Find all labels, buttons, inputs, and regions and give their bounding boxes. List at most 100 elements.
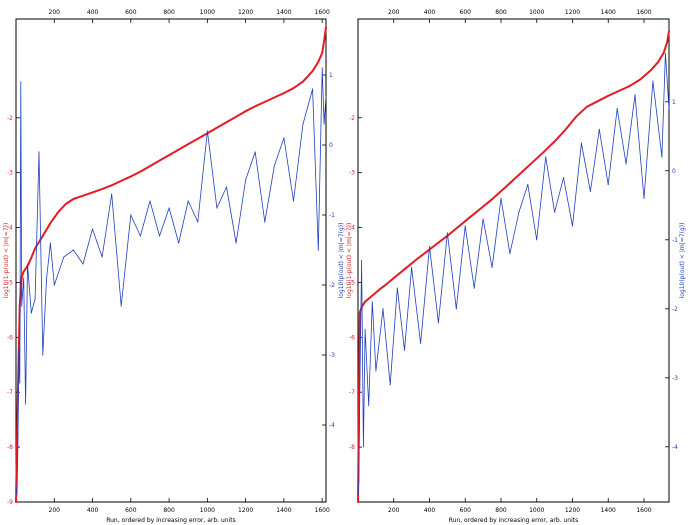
left-right-series-point <box>30 312 32 314</box>
left-right-series-point <box>321 67 323 69</box>
left-right-y-tick-label: 0 <box>329 142 333 149</box>
left-right-series-point <box>149 200 151 202</box>
left-right-series-point <box>292 200 295 202</box>
right-top-x-tick-label: 1200 <box>565 9 580 16</box>
left-left-y-tick-label: -5 <box>7 279 13 286</box>
right-bottom-x-tick-label: 400 <box>424 507 436 514</box>
right-left-series-point <box>468 217 470 219</box>
left-bottom-x-tick-label: 600 <box>125 507 137 514</box>
right-left-series-point <box>521 170 524 173</box>
left-right-series-point <box>15 487 17 489</box>
right-left-series-point <box>575 115 577 118</box>
left-right-series-point <box>302 123 304 125</box>
left-left-y-tick-label: -7 <box>7 389 13 396</box>
left-left-series-point <box>225 121 228 123</box>
right-right-series-point <box>652 80 654 82</box>
right-left-series-point <box>618 90 620 92</box>
left-right-series-point <box>178 242 180 244</box>
right-left-series-point <box>564 129 567 131</box>
right-left-y-tick-label: -2 <box>349 115 355 122</box>
left-left-series-point <box>244 110 247 112</box>
right-right-y-tick-label: -3 <box>672 375 678 382</box>
right-left-series-point <box>662 52 665 54</box>
left-left-y-tick-label: -9 <box>7 499 13 506</box>
right-left-series-point <box>511 180 513 183</box>
left-right-series-point <box>187 200 189 202</box>
right-right-series-line <box>357 53 670 496</box>
right-right-series-point <box>361 259 363 262</box>
right-left-series-point <box>668 30 670 32</box>
left-left-series-point <box>168 154 170 156</box>
left-right-series-point <box>317 249 319 251</box>
right-right-series-point <box>580 142 582 144</box>
left-top-x-tick-label: 400 <box>87 9 99 16</box>
left-right-series-point <box>158 235 161 237</box>
right-right-y-tick-label: -1 <box>672 237 678 244</box>
left-right-series-point <box>225 186 228 188</box>
right-left-series-point <box>393 277 395 279</box>
left-top-x-tick-label: 1000 <box>200 9 215 16</box>
right-right-series-point <box>545 156 547 158</box>
left-left-series-point <box>325 26 327 28</box>
left-bottom-x-tick-label: 400 <box>87 507 99 514</box>
left-bottom-x-tick-label: 1000 <box>200 507 215 514</box>
left-right-series-point <box>254 151 256 153</box>
left-left-series-point <box>254 105 256 107</box>
left-right-series-point <box>130 214 132 216</box>
left-plot-frame <box>15 18 327 503</box>
left-left-series-line <box>15 26 327 503</box>
right-top-x-tick-label: 600 <box>460 9 472 16</box>
left-left-series-point <box>101 188 103 190</box>
right-right-y-tick-label: -2 <box>672 306 678 313</box>
left-bottom-x-tick-label: 1200 <box>238 507 253 514</box>
left-right-series-point <box>46 277 48 279</box>
left-left-series-point <box>72 198 75 200</box>
left-left-series-point <box>91 191 94 194</box>
right-right-series-point <box>382 308 384 310</box>
right-top-x-tick-label: 1400 <box>601 9 616 16</box>
right-left-series-point <box>403 268 406 270</box>
right-right-y-tick-label: 0 <box>672 168 676 175</box>
right-bottom-x-tick-label: 200 <box>388 507 400 514</box>
left-left-series-point <box>302 80 304 83</box>
right-right-series-point <box>411 266 413 268</box>
left-right-series-point <box>139 235 141 237</box>
left-right-y-tick-label: 1 <box>329 72 333 79</box>
left-left-series-point <box>120 180 122 182</box>
left-right-series-point <box>49 242 51 244</box>
right-left-series-point <box>425 251 427 253</box>
right-right-series-point <box>359 391 361 393</box>
right-left-series-point <box>543 151 545 153</box>
right-left-series-point <box>650 69 652 71</box>
right-right-series-point <box>527 184 529 186</box>
right-top-x-tick-label: 1000 <box>529 9 544 16</box>
right-left-series-point <box>414 259 416 262</box>
left-right-series-point <box>216 207 218 209</box>
left-left-series-point <box>15 501 17 503</box>
right-right-series-point <box>518 211 520 213</box>
right-right-series-point <box>437 322 439 324</box>
left-right-y-tick-label: -4 <box>329 422 335 429</box>
left-left-y-tick-label: -4 <box>7 225 13 232</box>
right-right-series-point <box>403 349 406 351</box>
left-right-series-point <box>245 179 247 181</box>
right-top-x-tick-label: 400 <box>424 9 436 16</box>
left-bottom-x-tick-label: 1400 <box>276 507 291 514</box>
right-right-series-point <box>482 218 484 220</box>
left-right-series-point <box>19 382 21 384</box>
right-right-series-point <box>643 197 645 199</box>
right-right-y-tick-label: -4 <box>672 444 678 451</box>
right-right-series-point <box>616 108 618 110</box>
left-right-series-point <box>63 256 65 258</box>
left-top-x-tick-label: 1600 <box>315 9 330 16</box>
left-right-series-point <box>101 256 103 258</box>
left-left-series-point <box>139 170 142 173</box>
left-right-series-point <box>235 242 237 244</box>
right-left-series-point <box>378 288 381 291</box>
right-x-axis-label: Run, ordered by increasing error, arb. u… <box>449 517 579 524</box>
left-left-series-point <box>197 137 199 140</box>
left-right-series-point <box>38 151 40 153</box>
right-left-series-point <box>500 190 502 193</box>
right-right-series-point <box>536 239 538 241</box>
right-right-series-point <box>357 494 359 496</box>
